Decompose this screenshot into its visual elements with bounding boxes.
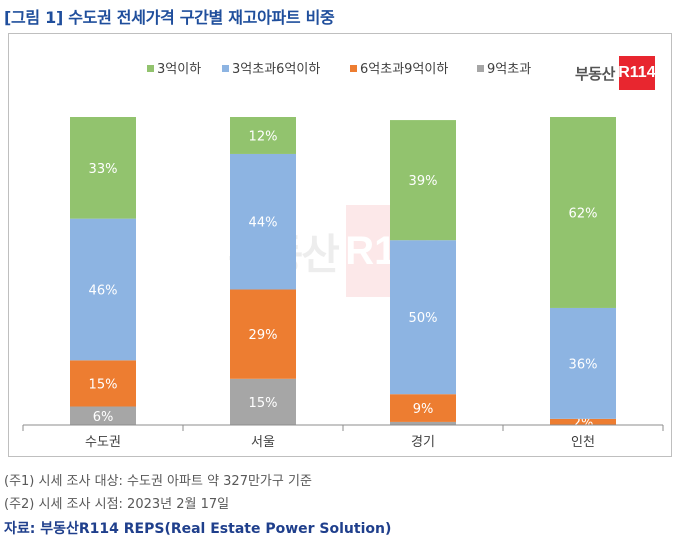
footnote-2: (주2) 시세 조사 시점: 2023년 2월 17일 (4, 497, 230, 512)
footnote-1: (주1) 시세 조사 대상: 수도권 아파트 약 327만가구 기준 (4, 474, 312, 489)
chart-frame (8, 33, 672, 457)
category-label-0: 수도권 (85, 435, 121, 450)
data-label-3-3: 62% (569, 206, 598, 221)
category-label-1: 서울 (251, 435, 275, 450)
legend-swatch-2 (350, 65, 357, 72)
data-label-2-1: 9% (413, 402, 434, 417)
data-label-2-2: 50% (409, 311, 438, 326)
legend-label-3: 9억초과 (487, 62, 531, 77)
logo-text: 부동산 (575, 64, 615, 83)
data-label-1-0: 15% (249, 396, 278, 411)
legend-swatch-1 (222, 65, 229, 72)
bar-segment-1-1 (230, 289, 296, 379)
bar-segment-0-2 (70, 218, 136, 361)
data-label-0-3: 33% (89, 162, 118, 177)
legend-label-1: 3억초과6억이하 (232, 62, 320, 77)
category-label-3: 인천 (571, 435, 595, 450)
bar-segment-0-3 (70, 117, 136, 219)
bar-segment-2-0 (390, 421, 456, 425)
data-label-3-1: 2% (573, 416, 594, 431)
legend-swatch-3 (477, 65, 484, 72)
bar-segment-2-2 (390, 240, 456, 395)
bar-segment-3-2 (550, 307, 616, 419)
data-label-1-2: 44% (249, 216, 278, 231)
bar-segment-3-3 (550, 117, 616, 308)
data-label-0-2: 46% (89, 283, 118, 298)
bar-segment-1-0 (230, 378, 296, 425)
legend-label-2: 6억초과9억이하 (360, 62, 448, 77)
bar-segment-0-1 (70, 360, 136, 407)
data-label-0-0: 6% (93, 410, 114, 425)
brand-logo: 부동산 R114 (575, 56, 656, 90)
bar-segment-1-3 (230, 117, 296, 154)
legend-label-0: 3억이하 (157, 62, 201, 77)
category-label-2: 경기 (411, 435, 435, 450)
data-label-3-2: 36% (569, 357, 598, 372)
data-label-1-3: 12% (249, 129, 278, 144)
legend-swatch-0 (147, 65, 154, 72)
bar-segment-2-3 (390, 120, 456, 241)
data-label-0-1: 15% (89, 377, 118, 392)
bar-segment-3-1 (550, 418, 616, 425)
bar-segment-1-2 (230, 153, 296, 290)
bar-segment-0-0 (70, 406, 136, 425)
source-line: 자료: 부동산R114 REPS(Real Estate Power Solut… (4, 521, 392, 537)
data-label-2-3: 39% (409, 174, 438, 189)
bar-segment-2-1 (390, 394, 456, 422)
figure-title: [그림 1] 수도권 전세가격 구간별 재고아파트 비중 (4, 8, 335, 27)
logo-box: R114 (618, 56, 656, 90)
data-label-1-1: 29% (249, 328, 278, 343)
